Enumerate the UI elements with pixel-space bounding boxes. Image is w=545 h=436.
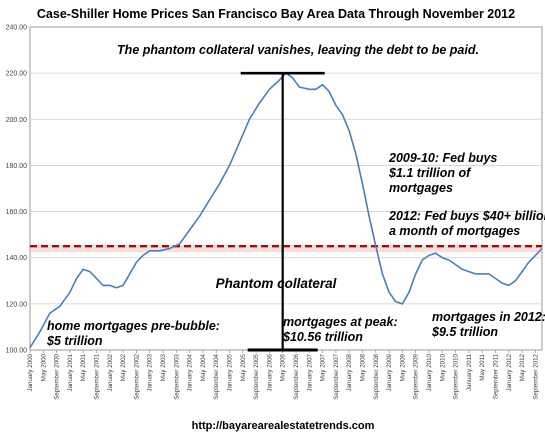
x-tick-label: September 2005 — [253, 353, 260, 399]
x-tick-label: September 2007 — [333, 353, 340, 399]
y-tick-label: 200.00 — [6, 117, 28, 124]
x-tick-label: September 2006 — [293, 353, 300, 399]
annotation-fed-2012-line2: a month of mortgages — [389, 224, 520, 238]
x-tick-label: May 2011 — [479, 353, 486, 380]
x-tick-label: May 2012 — [519, 353, 526, 381]
y-tick-label: 240.00 — [6, 25, 28, 32]
x-tick-label: May 2008 — [359, 353, 366, 381]
x-tick-label: September 2004 — [213, 353, 220, 399]
x-tick-label: May 2004 — [200, 353, 207, 381]
reference-line-group — [30, 244, 542, 253]
annotation-peak-line1: mortgages at peak: — [283, 315, 398, 329]
y-tick-label: 120.00 — [6, 301, 28, 308]
x-tick-label: May 2003 — [160, 353, 167, 381]
x-tick-label: January 2002 — [107, 353, 114, 391]
annotation-phantom-vanishes: The phantom collateral vanishes, leaving… — [117, 43, 479, 57]
annotation-fed-2009-line3: mortgages — [389, 181, 453, 195]
source-url: http://bayarearealestatetrends.com — [192, 420, 375, 432]
x-tick-label: September 2002 — [133, 353, 140, 399]
annotation-fed-2012-line1: 2012: Fed buys $40+ billion — [388, 209, 545, 223]
annotation-pre-bubble-line1: home mortgages pre-bubble: — [47, 319, 220, 333]
y-tick-label: 140.00 — [6, 255, 28, 262]
x-tick-label: January 2008 — [346, 353, 353, 391]
chart-title: Case-Shiller Home Prices San Francisco B… — [37, 7, 515, 21]
x-tick-label: January 2011 — [466, 353, 473, 391]
x-tick-label: September 2009 — [413, 353, 420, 399]
x-tick-label: September 2000 — [54, 353, 61, 399]
y-tick-label: 180.00 — [6, 163, 28, 170]
x-tick-label: May 2006 — [280, 353, 287, 381]
x-tick-label: May 2002 — [120, 353, 127, 381]
x-tick-label: January 2010 — [426, 353, 433, 391]
price-index-line — [29, 72, 543, 349]
x-tick-label: September 2008 — [373, 353, 380, 399]
annotation-phantom-collateral: Phantom collateral — [216, 276, 337, 291]
x-tick-label: May 2010 — [439, 353, 446, 381]
x-tick-label: September 2001 — [93, 353, 100, 399]
x-tick-label: January 2004 — [187, 353, 194, 391]
x-tick-label: May 2005 — [240, 353, 247, 381]
reference-line-shadow — [30, 245, 542, 253]
y-axis: 100.00 120.00 140.00 160.00 180.00 200.00 220.… — [6, 25, 28, 355]
x-tick-label: May 2007 — [320, 353, 327, 381]
x-tick-label: September 2003 — [173, 353, 180, 399]
y-tick-label: 100.00 — [6, 348, 28, 355]
x-tick-label: January 2000 — [27, 353, 34, 391]
annotation-fed-2009-line2: $1.1 trillion of — [388, 166, 472, 180]
annotation-pre-bubble-line2: $5 trillion — [46, 334, 103, 348]
annotation-2012-line1: mortgages in 2012: — [432, 310, 545, 324]
phantom-collateral-bracket — [240, 71, 325, 352]
x-tick-label: January 2005 — [226, 353, 233, 391]
x-tick-label: January 2007 — [306, 353, 313, 391]
x-tick-label: January 2001 — [67, 353, 74, 391]
x-tick-label: January 2003 — [147, 353, 154, 391]
y-tick-label: 220.00 — [6, 71, 28, 78]
annotation-peak-line2: $10.56 trillion — [282, 330, 363, 344]
x-tick-label: January 2006 — [266, 353, 273, 391]
x-tick-label: May 2009 — [399, 353, 406, 381]
x-tick-label: September 2010 — [453, 353, 460, 399]
annotation-2012-line2: $9.5 trillion — [431, 325, 498, 339]
x-tick-label: January 2009 — [386, 353, 393, 391]
x-tick-label: May 2000 — [40, 353, 47, 381]
x-tick-label: May 2001 — [80, 353, 87, 381]
x-axis: January 2000 May 2000 September 2000 Januar… — [27, 350, 539, 400]
annotation-fed-2009-line1: 2009-10: Fed buys — [388, 151, 497, 165]
y-tick-label: 160.00 — [6, 209, 28, 216]
plot-area — [29, 26, 543, 351]
x-tick-label: September 2012 — [532, 353, 539, 399]
x-tick-label: September 2011 — [492, 353, 499, 399]
x-tick-label: January 2012 — [506, 353, 513, 391]
